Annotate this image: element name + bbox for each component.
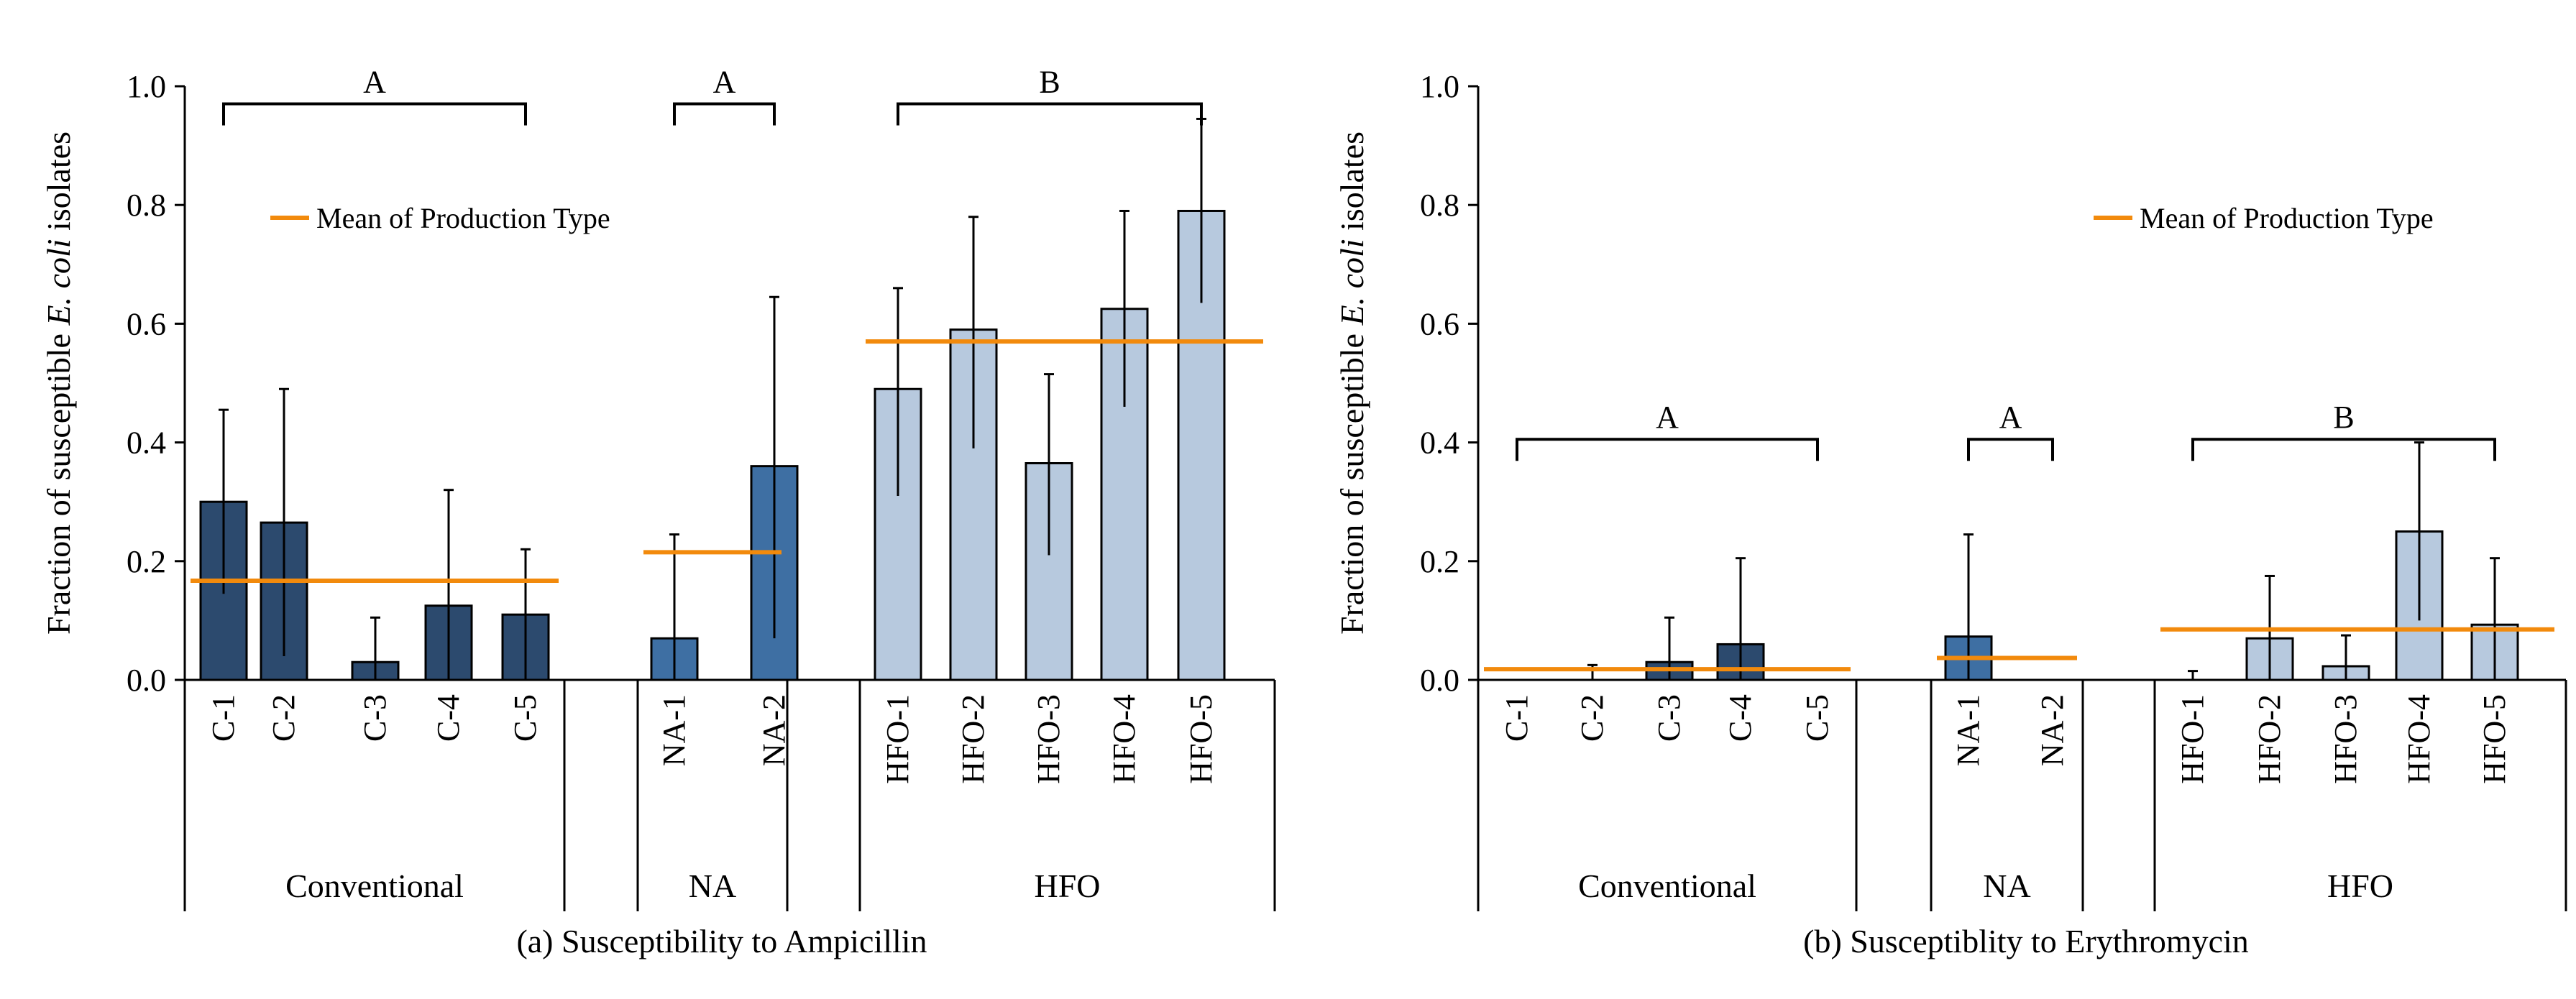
x-tick-label: HFO-3: [1031, 694, 1066, 784]
y-axis-label: Fraction of susceptible E. coli isolates: [40, 132, 77, 635]
significance-bracket: [222, 102, 527, 126]
y-tick-label: 0.2: [127, 544, 166, 579]
x-tick-label: C-2: [266, 694, 301, 742]
group-label-na: NA: [689, 867, 736, 904]
x-tick-label: HFO-5: [2477, 694, 2512, 784]
x-tick-label: C-1: [206, 694, 241, 742]
significance-letter: B: [1039, 65, 1060, 100]
significance-bracket: [1967, 438, 2054, 461]
x-tick-label: NA-2: [2035, 694, 2070, 766]
significance-bracket: [2191, 438, 2496, 461]
y-tick-label: 1.0: [1420, 69, 1459, 104]
y-tick-label: 0.4: [127, 425, 166, 461]
x-tick-label: C-4: [431, 694, 466, 742]
x-tick-label: HFO-4: [2401, 694, 2437, 784]
y-tick-label: 0.0: [1420, 663, 1459, 698]
x-tick-label: C-2: [1575, 694, 1610, 742]
significance-bracket: [897, 102, 1203, 126]
x-tick-label: HFO-4: [1106, 694, 1142, 784]
y-tick-label: 0.4: [1420, 425, 1459, 461]
significance-letter: B: [2333, 400, 2354, 435]
group-label-hfo: HFO: [2327, 867, 2393, 904]
y-axis-label: Fraction of susceptible E. coli isolates: [1334, 132, 1370, 635]
y-tick-label: 0.0: [127, 663, 166, 698]
x-tick-label: NA-1: [1951, 694, 1986, 766]
group-label-hfo: HFO: [1034, 867, 1100, 904]
x-tick-label: C-3: [1651, 694, 1687, 742]
x-tick-label: C-1: [1499, 694, 1534, 742]
x-tick-label: HFO-2: [955, 694, 991, 784]
x-tick-label: NA-2: [756, 694, 792, 766]
x-tick-label: C-5: [1800, 694, 1835, 742]
chart-erythromycin: 0.0 0.2 0.4 0.6 0.8 1.0 Fraction of susceptibl…: [1334, 69, 2567, 959]
chart-ampicillin: 0.0 0.2 0.4 0.6 0.8 1.0 Fraction of susceptibl…: [40, 65, 1276, 959]
significance-letter: A: [713, 65, 736, 100]
x-tick-label: HFO-3: [2328, 694, 2363, 784]
x-tick-label: HFO-1: [2175, 694, 2210, 784]
x-tick-label: HFO-1: [880, 694, 915, 784]
group-label-na: NA: [1983, 867, 2030, 904]
legend-label: Mean of Production Type: [2140, 202, 2434, 234]
x-tick-label: C-5: [508, 694, 543, 742]
y-tick-label: 0.6: [1420, 306, 1459, 341]
chart-title: (a) Susceptibility to Ampicillin: [516, 923, 927, 959]
x-tick-label: HFO-2: [2252, 694, 2287, 784]
x-tick-label: HFO-5: [1183, 694, 1219, 784]
y-tick-label: 0.2: [1420, 544, 1459, 579]
y-tick-label: 0.8: [1420, 188, 1459, 223]
significance-bracket: [673, 102, 776, 126]
group-label-conventional: Conventional: [285, 867, 464, 904]
legend-label: Mean of Production Type: [316, 202, 610, 234]
group-label-conventional: Conventional: [1578, 867, 1756, 904]
x-tick-label: C-4: [1723, 694, 1758, 742]
significance-bracket: [1516, 438, 1819, 461]
x-tick-label: C-3: [357, 694, 393, 742]
y-tick-label: 0.8: [127, 188, 166, 223]
chart-title: (b) Susceptiblity to Erythromycin: [1803, 923, 2249, 959]
y-tick-label: 0.6: [127, 306, 166, 341]
significance-letter: A: [1656, 400, 1679, 435]
significance-letter: A: [1999, 400, 2022, 435]
significance-letter: A: [363, 65, 386, 100]
x-tick-label: NA-1: [656, 694, 692, 766]
y-tick-label: 1.0: [127, 69, 166, 104]
